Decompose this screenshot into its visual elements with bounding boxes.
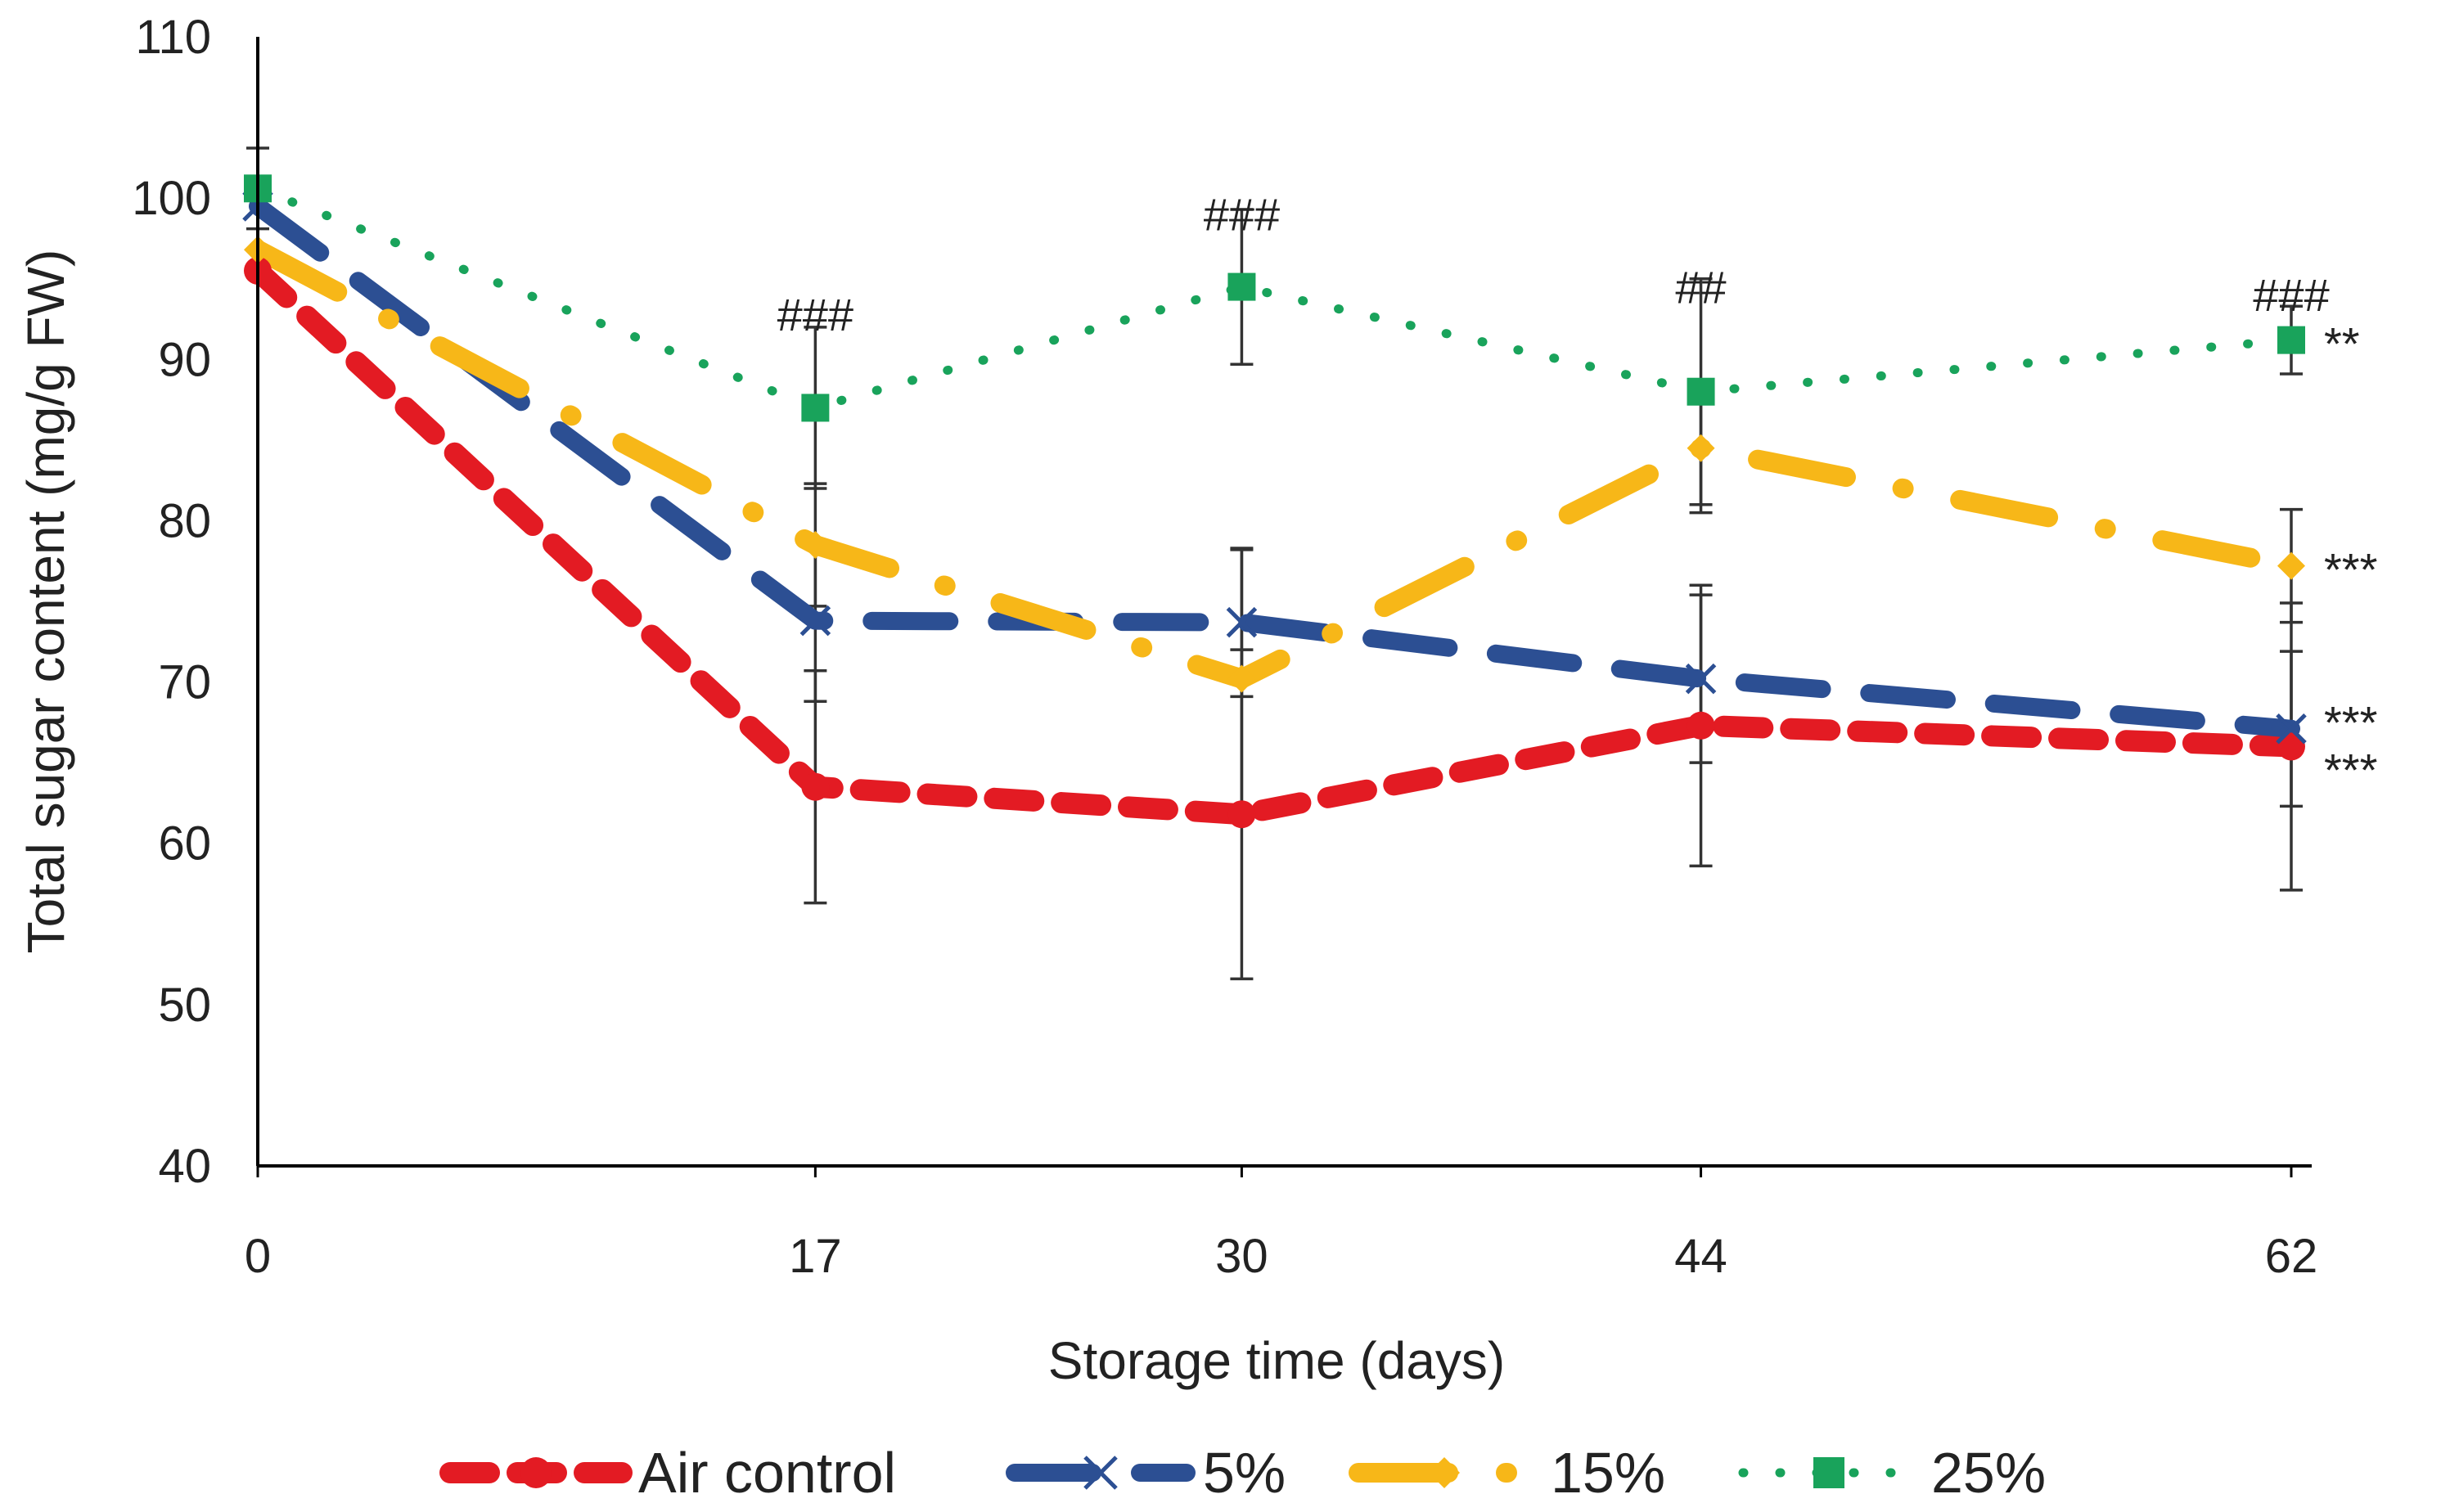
- annotation-label: ###: [1204, 189, 1280, 241]
- data-point: [1813, 1457, 1844, 1488]
- data-point: [1687, 434, 1715, 462]
- x-tick-label: 30: [1215, 1230, 1268, 1283]
- data-point: [1083, 1456, 1118, 1490]
- data-point: [801, 531, 830, 559]
- series-line-2: [248, 240, 2301, 689]
- y-tick-label: 60: [158, 817, 211, 871]
- y-tick-label: 100: [132, 172, 211, 225]
- y-tick-label: 40: [158, 1140, 211, 1193]
- data-point: [2277, 551, 2305, 580]
- data-point: [1227, 800, 1256, 829]
- data-point: [1429, 1457, 1460, 1488]
- x-tick-label: 17: [789, 1230, 842, 1283]
- x-axis-title: Storage time (days): [1048, 1331, 1505, 1390]
- legend-label: 25%: [1931, 1441, 2046, 1505]
- y-tick-label: 70: [158, 656, 211, 709]
- y-tick-label: 90: [158, 333, 211, 386]
- legend: Air control 5% 15% 25%: [439, 1441, 2046, 1505]
- data-point: [2276, 713, 2307, 745]
- annotation-label: ###: [2253, 269, 2329, 321]
- data-point: [801, 394, 830, 422]
- y-axis-ticks: 40 50 60 70 80 90 100 110: [132, 11, 211, 1193]
- data-point: [801, 772, 830, 801]
- y-tick-label: 50: [158, 979, 211, 1032]
- annotation-label: ###: [777, 289, 853, 340]
- data-point: [1687, 377, 1715, 406]
- data-point: [799, 605, 831, 637]
- y-axis-title: Total sugar content (mg/g FW): [16, 250, 75, 954]
- data-point: [1685, 663, 1717, 695]
- annotation-label: ##: [1675, 261, 1726, 313]
- legend-label: 5%: [1203, 1441, 1286, 1505]
- series-end-label: **: [2324, 318, 2360, 370]
- significance-annotations: ***********######## ###: [777, 189, 2378, 796]
- data-point: [2277, 326, 2305, 354]
- series-end-label: ***: [2324, 697, 2377, 749]
- y-tick-label: 80: [158, 494, 211, 547]
- data-point: [2277, 732, 2305, 761]
- y-tick-label: 110: [136, 11, 211, 64]
- data-point: [1227, 272, 1256, 301]
- legend-label: Air control: [638, 1441, 896, 1505]
- x-tick-label: 62: [2265, 1230, 2318, 1283]
- series-end-label: ***: [2324, 744, 2377, 795]
- data-point: [1687, 711, 1715, 740]
- series-line-1: [249, 197, 2300, 738]
- series-end-label: ***: [2324, 544, 2377, 596]
- x-tick-label: 44: [1674, 1230, 1727, 1283]
- legend-label: 15%: [1551, 1441, 1665, 1505]
- x-tick-label: 0: [245, 1230, 271, 1283]
- data-point: [1227, 664, 1256, 693]
- x-axis-ticks: 0 17 30 44 62: [245, 1166, 2317, 1283]
- data-point: [1226, 606, 1258, 638]
- data-point: [520, 1457, 552, 1488]
- plot-area: [242, 146, 2307, 981]
- series-line-0: [247, 259, 2302, 826]
